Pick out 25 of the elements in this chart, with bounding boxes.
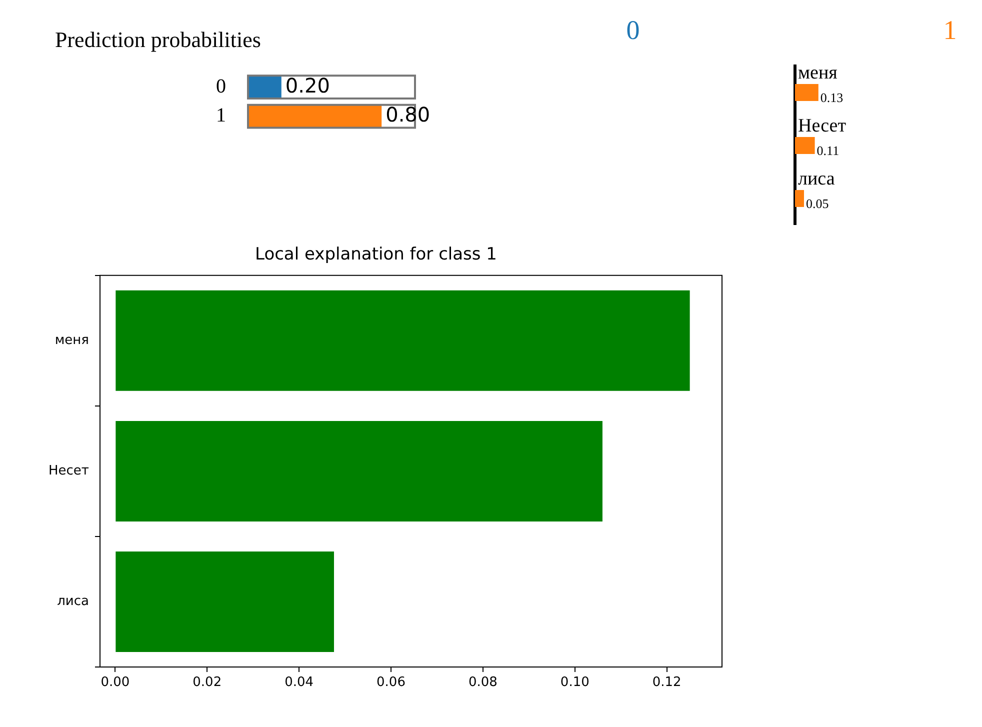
x-tick-label: 0.02 xyxy=(192,675,222,690)
category-label: меня xyxy=(798,62,838,84)
y-tick-label: меня xyxy=(54,333,89,348)
x-tick-label: 0.00 xyxy=(100,675,130,690)
text: 1 xyxy=(943,15,957,46)
legend-label: 0 xyxy=(626,15,640,46)
bar xyxy=(116,551,334,652)
data-label: 0.05 xyxy=(806,196,829,211)
x-tick-label: 0.04 xyxy=(284,675,314,690)
chart-title: Prediction probabilities xyxy=(55,26,261,52)
category-label: лиса xyxy=(798,168,835,190)
bar xyxy=(116,420,602,522)
y-tick-label: Несет xyxy=(48,464,90,479)
x-tick-label: 0.10 xyxy=(560,675,590,690)
x-tick-label: 0.08 xyxy=(468,675,498,690)
data-label: 0.13 xyxy=(820,90,844,105)
chart-title: Local explanation for class 1 xyxy=(255,244,497,265)
data-label: 0.11 xyxy=(816,142,840,158)
x-tick-label: 0.12 xyxy=(652,675,682,690)
bar xyxy=(116,290,690,391)
data-label: 0.20 xyxy=(285,73,330,98)
y-tick-label: лиса xyxy=(57,594,89,610)
category-label: Несет xyxy=(798,116,846,137)
x-tick-label: 0.06 xyxy=(376,675,406,690)
data-label: 0.80 xyxy=(386,102,430,127)
